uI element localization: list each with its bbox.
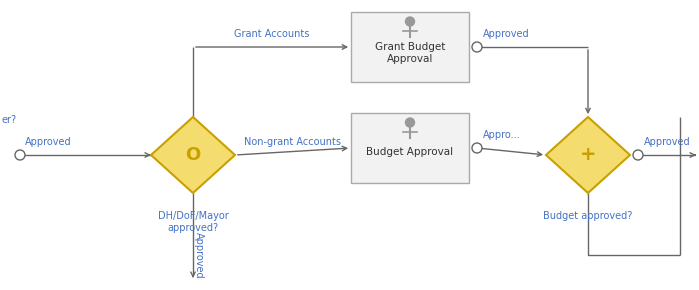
Text: Budget approved?: Budget approved? <box>543 211 633 221</box>
Circle shape <box>405 17 415 26</box>
FancyBboxPatch shape <box>351 113 469 183</box>
Text: +: + <box>579 146 596 164</box>
Text: Appro...: Appro... <box>483 130 521 140</box>
Text: Approved: Approved <box>644 137 691 147</box>
Text: O: O <box>185 146 201 164</box>
Circle shape <box>633 150 643 160</box>
Circle shape <box>472 42 482 52</box>
Text: Grant Accounts: Grant Accounts <box>234 29 310 39</box>
Text: Approved: Approved <box>25 137 71 147</box>
Text: DH/DoF/Mayor
approved?: DH/DoF/Mayor approved? <box>158 211 229 233</box>
Polygon shape <box>546 117 630 193</box>
Text: Approved: Approved <box>194 231 204 278</box>
Text: er?: er? <box>2 115 17 125</box>
Circle shape <box>15 150 25 160</box>
Text: Approved: Approved <box>483 29 530 39</box>
Polygon shape <box>151 117 235 193</box>
Circle shape <box>472 143 482 153</box>
Text: Budget Approval: Budget Approval <box>366 147 454 157</box>
Text: Non-grant Accounts: Non-grant Accounts <box>245 137 342 147</box>
Circle shape <box>405 118 415 127</box>
Text: Grant Budget
Approval: Grant Budget Approval <box>375 42 445 64</box>
FancyBboxPatch shape <box>351 12 469 82</box>
